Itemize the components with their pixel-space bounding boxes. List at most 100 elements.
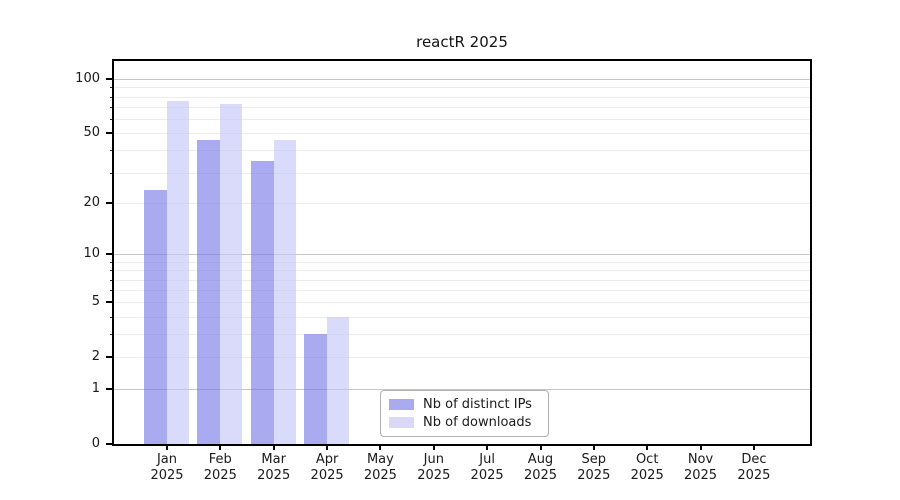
legend-label-downloads: Nb of downloads (423, 415, 532, 430)
month-year: 2025 (257, 468, 291, 483)
y-axis-tick (106, 78, 114, 81)
gridline-minor (114, 334, 810, 336)
y-axis-minor-tick (110, 203, 114, 205)
y-axis-tick-label: 5 (91, 294, 100, 310)
bar-distinct-ips-mar (250, 160, 274, 444)
month-year: 2025 (203, 468, 237, 483)
gridline-minor (114, 107, 810, 108)
x-axis-tick-label-nov: Nov 2025 (661, 452, 741, 484)
chart-title: reactR 2025 (416, 33, 508, 51)
month-name: Aug (527, 452, 554, 467)
bar-downloads-feb (220, 103, 243, 444)
month-year: 2025 (630, 468, 664, 483)
gridline-major (114, 254, 810, 256)
gridline-minor (114, 96, 810, 98)
month-year: 2025 (150, 468, 184, 483)
y-axis-minor-tick (110, 150, 114, 152)
legend: Nb of distinct IPs Nb of downloads (380, 390, 549, 437)
y-axis-minor-tick (110, 316, 114, 318)
y-axis-tick-label: 10 (83, 246, 100, 262)
y-axis-minor-tick (110, 172, 114, 174)
legend-item-downloads: Nb of downloads (389, 415, 539, 430)
x-axis-tick (486, 444, 489, 450)
x-axis-tick (592, 444, 595, 450)
bar-downloads-mar (273, 139, 296, 444)
gridline-minor (114, 150, 810, 152)
month-year: 2025 (683, 468, 718, 483)
y-axis-tick (106, 388, 114, 391)
month-year: 2025 (523, 468, 558, 483)
legend-swatch-distinct-ips (389, 399, 414, 410)
gridline-minor (114, 279, 810, 281)
gridline-minor (114, 270, 810, 272)
y-axis-minor-tick (110, 261, 114, 263)
month-name: May (366, 452, 394, 467)
y-axis-tick-label: 20 (83, 195, 100, 211)
x-axis-tick-label-may: May 2025 (340, 452, 420, 484)
x-axis-tick (326, 444, 329, 450)
x-axis-tick-label-jan: Jan 2025 (127, 452, 207, 484)
x-axis-tick-label-jul: Jul 2025 (447, 452, 527, 484)
y-axis-minor-tick (110, 107, 114, 108)
y-axis-tick-label: 0 (91, 436, 100, 451)
month-name: Jan (156, 452, 178, 467)
gridline-minor (114, 133, 810, 135)
bar-distinct-ips-jan (144, 189, 167, 444)
gridline-major (114, 389, 810, 391)
y-axis-minor-tick (110, 119, 114, 120)
x-axis-tick-label-sep: Sep 2025 (554, 452, 634, 484)
y-axis-minor-tick (110, 334, 114, 336)
x-axis-tick (752, 444, 755, 450)
x-axis-tick-label-apr: Apr 2025 (287, 452, 367, 484)
month-name: Nov (687, 452, 714, 467)
gridline-minor (114, 261, 810, 263)
gridline-minor (114, 172, 810, 174)
month-name: Feb (208, 452, 232, 467)
month-name: Jul (479, 452, 495, 467)
month-year: 2025 (470, 468, 504, 483)
y-axis-minor-tick (110, 96, 114, 98)
y-axis-minor-tick (110, 87, 114, 89)
x-axis-tick (379, 444, 382, 450)
gridline-minor (114, 316, 810, 318)
month-year: 2025 (310, 468, 344, 483)
x-axis-tick-label-aug: Aug 2025 (501, 452, 581, 484)
x-axis-tick (699, 444, 702, 450)
x-axis-tick (432, 444, 435, 450)
month-name: Mar (261, 452, 286, 467)
y-axis-minor-tick (110, 133, 114, 135)
legend-item-distinct-ips: Nb of distinct IPs (389, 397, 539, 412)
month-year: 2025 (363, 468, 397, 483)
y-axis-minor-tick (110, 270, 114, 272)
x-axis-tick (646, 444, 649, 450)
month-year: 2025 (577, 468, 611, 483)
y-axis-minor-tick (110, 302, 114, 304)
month-name: Dec (741, 452, 767, 467)
gridline-minor (114, 87, 810, 89)
y-axis-tick-label: 50 (83, 125, 100, 141)
y-axis-tick-label: 1 (91, 381, 100, 397)
month-year: 2025 (417, 468, 451, 483)
y-axis-tick-label: 2 (91, 349, 100, 365)
y-axis-minor-tick (110, 279, 114, 281)
month-year: 2025 (737, 468, 771, 483)
x-axis-tick (272, 444, 275, 450)
y-axis-tick-label: 100 (75, 71, 100, 87)
gridline-minor (114, 290, 810, 292)
month-name: Apr (315, 452, 339, 467)
x-axis-tick (166, 444, 168, 450)
y-axis-minor-tick (110, 290, 114, 292)
x-axis-tick-label-oct: Oct 2025 (607, 452, 687, 484)
y-axis-tick (106, 443, 114, 445)
x-axis-tick-label-feb: Feb 2025 (180, 452, 260, 484)
gridline-major (114, 79, 810, 81)
month-name: Jun (423, 452, 444, 467)
bar-distinct-ips-apr (304, 334, 328, 444)
month-name: Oct (635, 452, 659, 467)
gridline-minor (114, 203, 810, 205)
legend-label-distinct-ips: Nb of distinct IPs (423, 397, 532, 412)
x-axis-tick-label-jun: Jun 2025 (394, 452, 474, 484)
bar-downloads-apr (327, 316, 350, 444)
legend-swatch-downloads (389, 417, 414, 428)
x-axis-tick (539, 444, 542, 450)
